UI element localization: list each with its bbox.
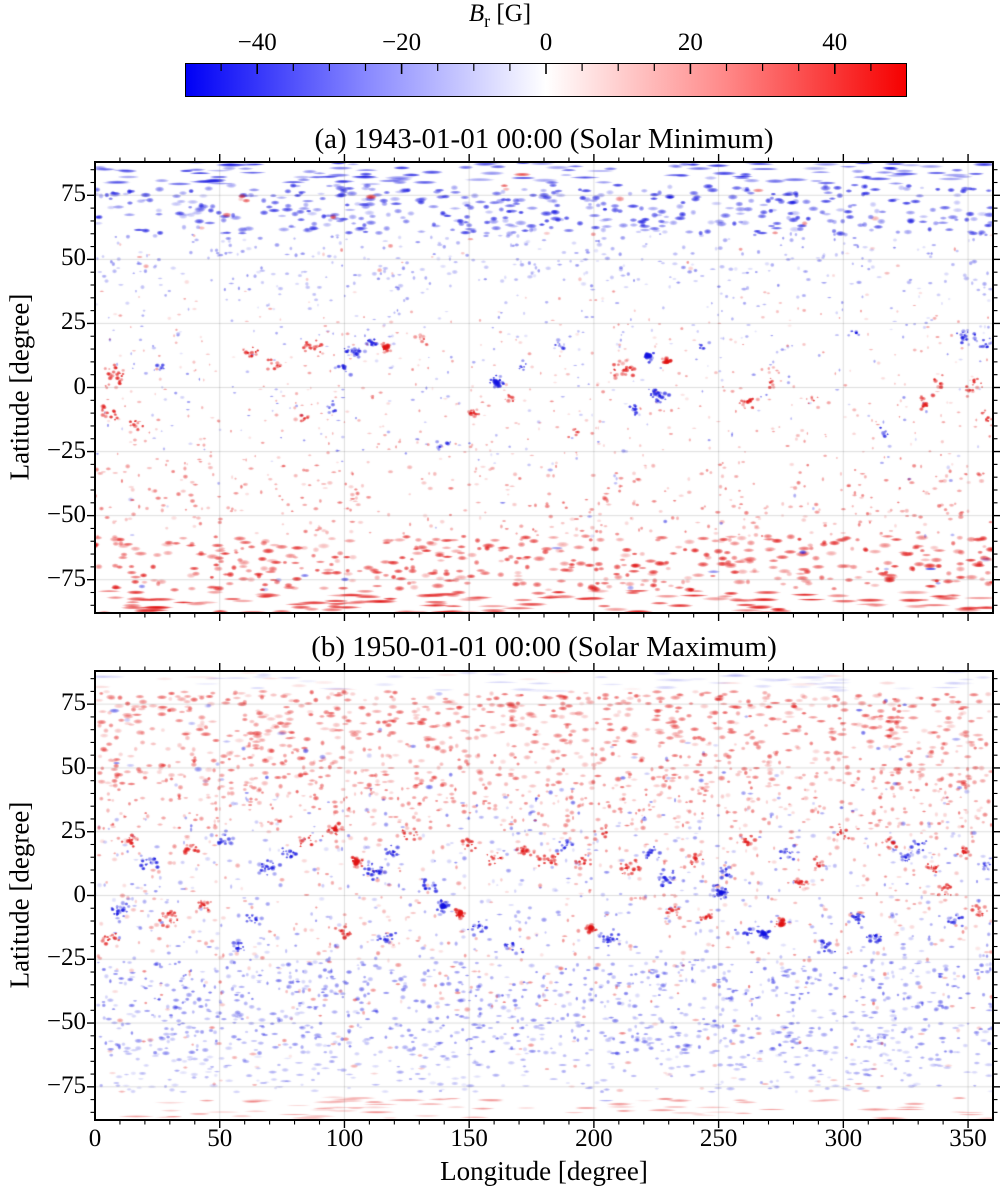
panel-a-heatmap	[95, 162, 993, 613]
y-tick-label: −25	[46, 944, 86, 972]
y-tick-label: −25	[46, 436, 86, 464]
colorbar-tick-label: 20	[677, 29, 703, 56]
y-tick-label: −75	[46, 564, 86, 592]
x-tick-label: 100	[325, 1125, 364, 1152]
colorbar-title: Br [G]	[0, 0, 1000, 32]
y-tick-label: 0	[73, 880, 87, 908]
colorbar-unit: [G]	[496, 0, 532, 27]
colorbar-ticks	[220, 63, 872, 74]
y-tick-label: 0	[73, 372, 87, 400]
panel-b-axes	[87, 663, 1000, 1128]
y-tick-label: 50	[61, 244, 86, 272]
y-tick-label: −75	[46, 1071, 86, 1099]
x-tick-label: 250	[699, 1125, 738, 1152]
y-tick-label: 25	[61, 308, 86, 336]
panel-a-axes	[87, 154, 1000, 621]
panel-b-ylabel: Latitude [degree]	[4, 801, 35, 989]
y-tick-label: 75	[61, 180, 86, 208]
colorbar-symbol-sub: r	[484, 11, 491, 31]
x-tick-label: 200	[575, 1125, 613, 1152]
y-tick-label: −50	[46, 500, 86, 528]
panel-b-heatmap	[95, 671, 993, 1120]
panel-a-title: (a) 1943-01-01 00:00 (Solar Minimum)	[314, 123, 774, 155]
y-tick-label: 50	[61, 752, 86, 780]
colorbar-tick-label: 0	[539, 29, 553, 56]
panel-b-title: (b) 1950-01-01 00:00 (Solar Maximum)	[311, 631, 777, 663]
colorbar-tick-label: −40	[237, 29, 277, 56]
x-axis-label: Longitude [degree]	[440, 1156, 648, 1186]
y-tick-label: 75	[61, 689, 86, 717]
x-tick-label: 300	[824, 1125, 863, 1152]
x-tick-label: 350	[949, 1125, 987, 1152]
y-tick-label: −50	[46, 1008, 86, 1036]
colorbar-symbol: B	[468, 0, 485, 27]
colorbar-tick-label: −20	[382, 29, 422, 56]
panel-a-ylabel: Latitude [degree]	[4, 293, 35, 481]
x-tick-label: 50	[207, 1125, 233, 1152]
x-tick-label: 150	[450, 1125, 488, 1152]
colorbar-tick-label: 40	[822, 29, 848, 56]
colorbar-tick-labels: −40 −20 0 20 40	[0, 0, 1000, 60]
y-tick-label: 25	[61, 816, 86, 844]
x-tick-label: 0	[88, 1125, 102, 1152]
